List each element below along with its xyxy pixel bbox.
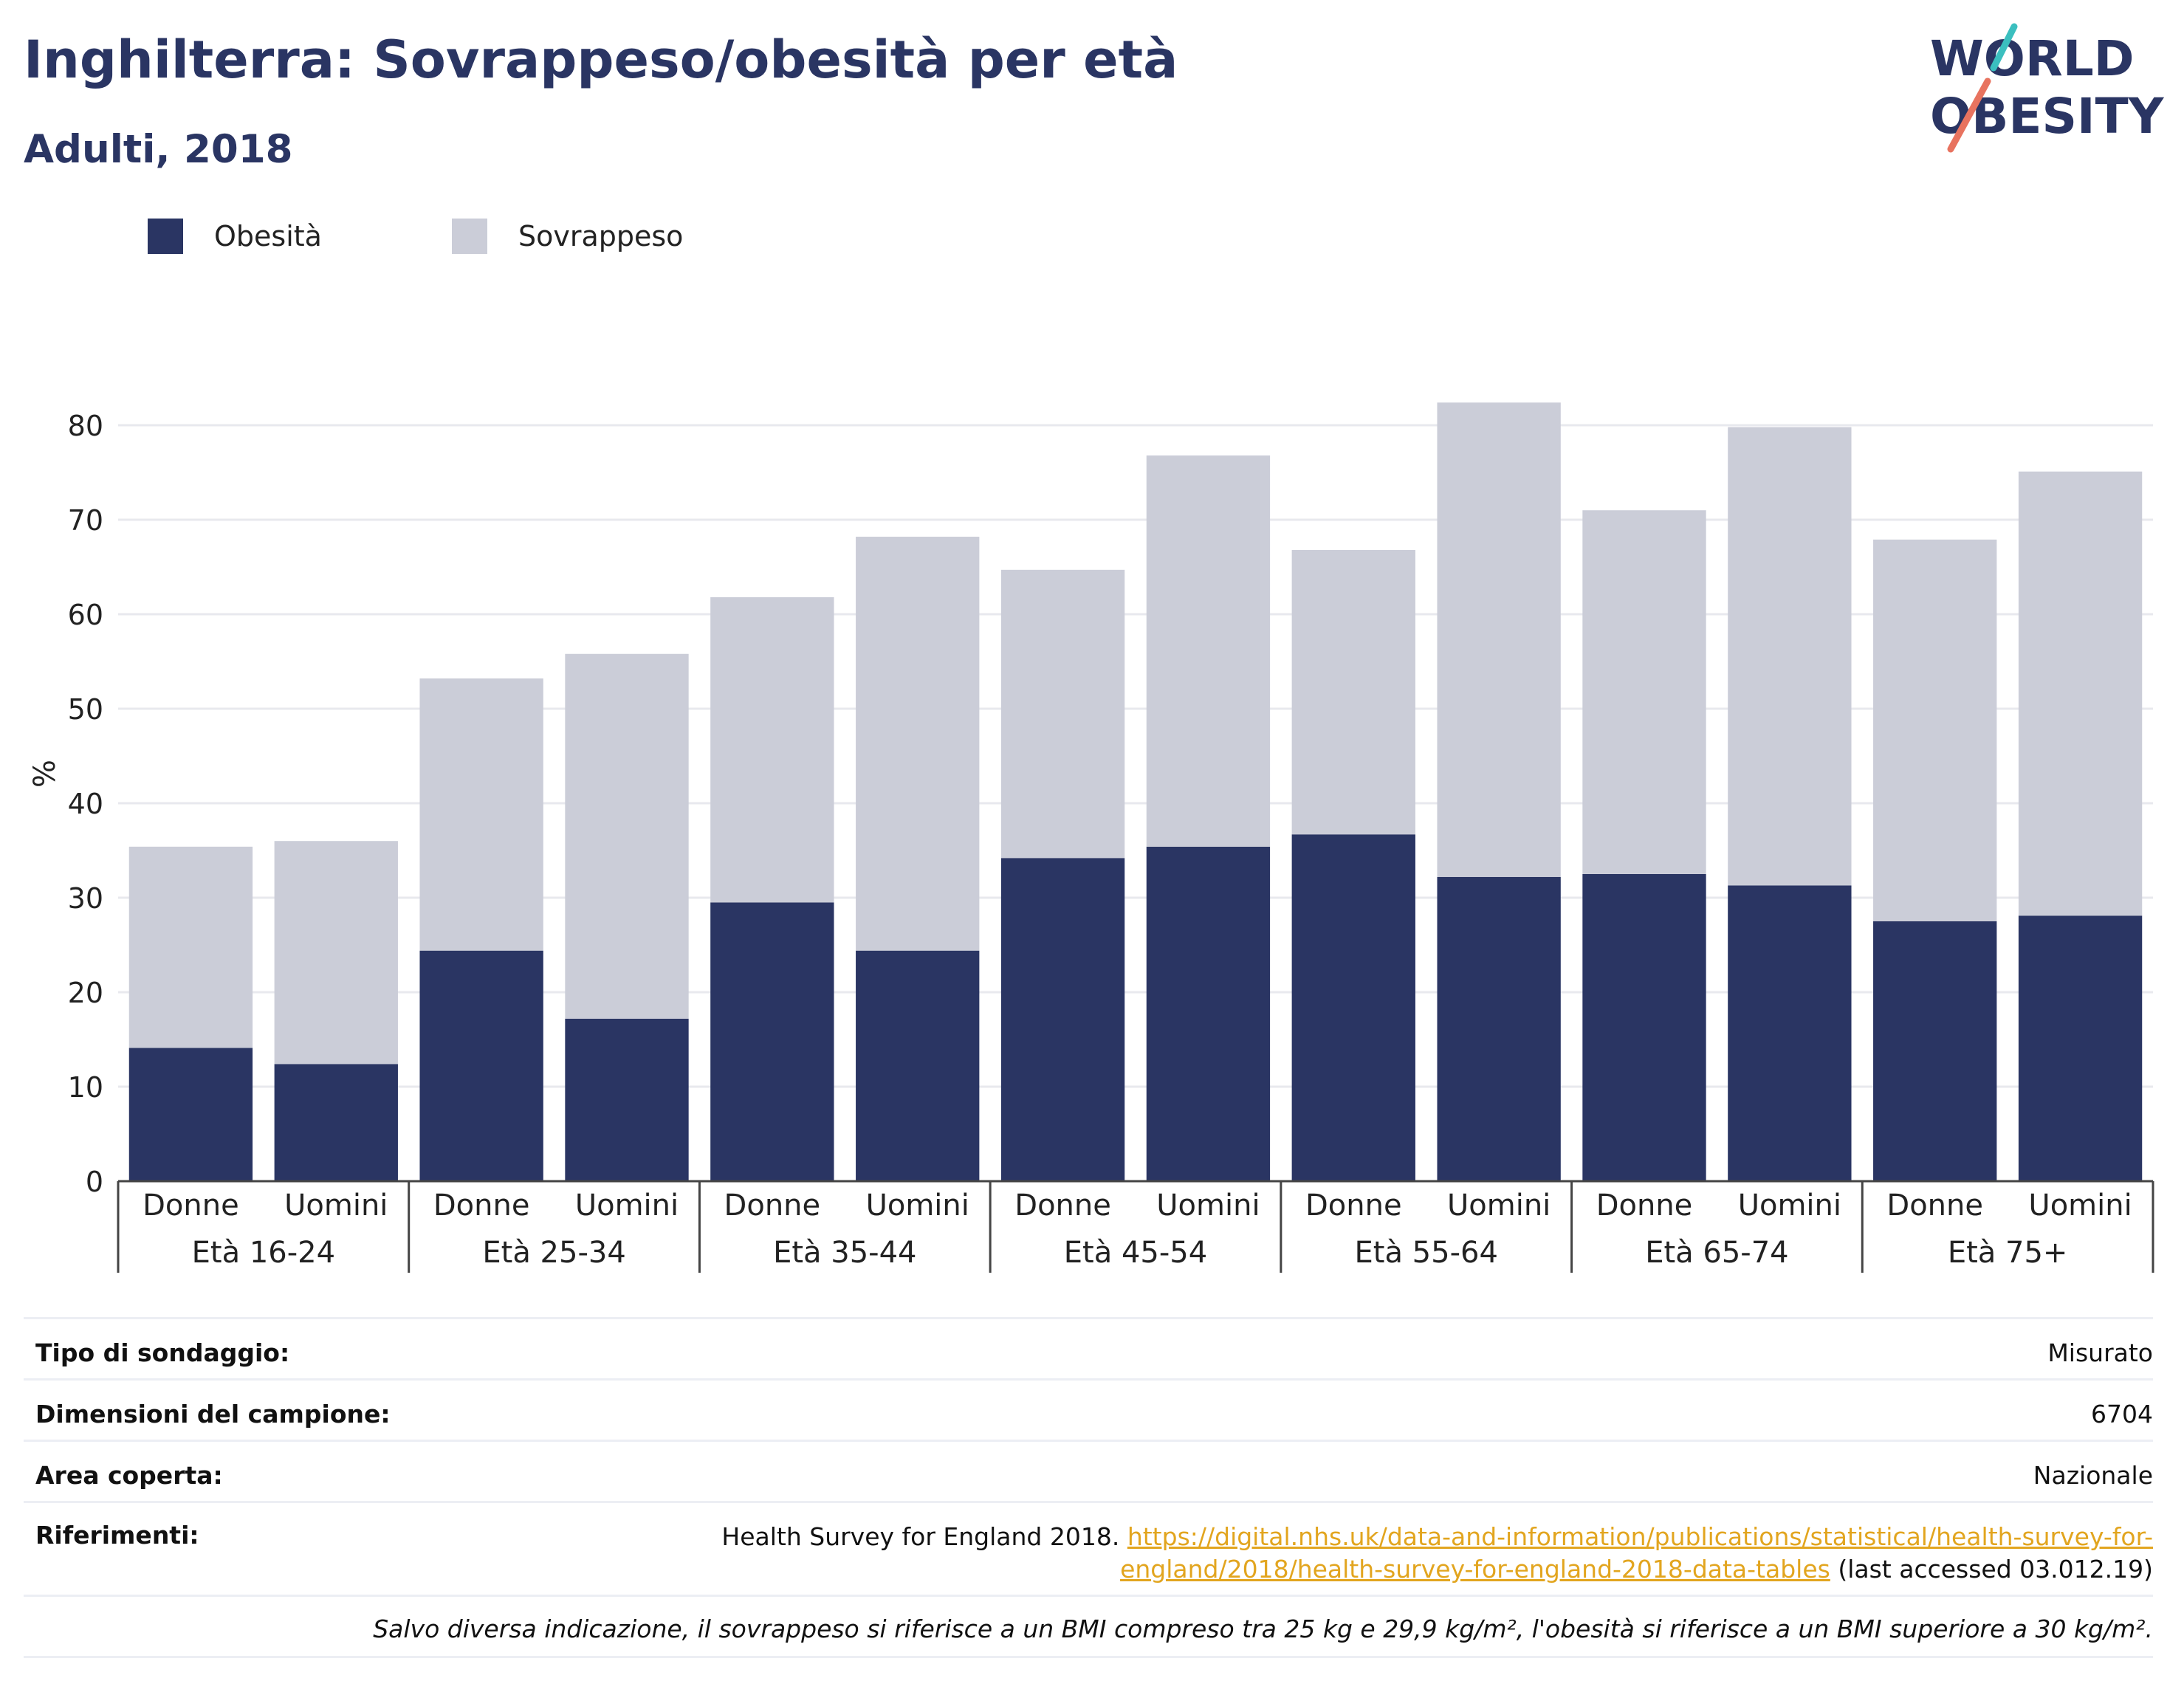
stacked-bar-chart: 0 10 20 30 40 50 60 70 80% Donne Uomini Donne Uomini… (28, 402, 2154, 1273)
bar-overweight (710, 596, 834, 903)
legend-item-obesity: Obesità (148, 219, 322, 254)
legend-swatch-overweight (452, 219, 487, 254)
bar-overweight (565, 653, 689, 1019)
sample-size-value: 6704 (2091, 1400, 2153, 1428)
info-row-references: Riferimenti: Health Survey for England 2… (24, 1501, 2153, 1595)
bar-obesity (1000, 858, 1125, 1181)
group-label: Età 45-54 (1064, 1236, 1207, 1270)
info-table: Tipo di sondaggio: Misurato Dimensioni d… (24, 1317, 2153, 1658)
references-accessed: (last accessed 03.012.19) (1838, 1555, 2153, 1584)
chart-title: Inghilterra: Sovrappeso/obesità per età (24, 30, 1178, 90)
y-tick-label: 80 (68, 410, 103, 442)
info-row-area: Area coperta: Nazionale (24, 1440, 2153, 1501)
bar-obesity (1873, 921, 1997, 1181)
x-tick-label: Donne (142, 1189, 239, 1223)
x-tick-label: Uomini (1738, 1189, 1841, 1223)
x-tick-label: Donne (1886, 1189, 1983, 1223)
y-tick-label: 50 (68, 693, 103, 726)
survey-type-label: Tipo di sondaggio: (35, 1338, 290, 1367)
y-tick-label: 10 (68, 1071, 103, 1104)
info-row-note: Salvo diversa indicazione, il sovrappeso… (24, 1595, 2153, 1658)
world-obesity-logo: WORLD OBESITY (1930, 23, 2165, 153)
bar-obesity (1146, 846, 1271, 1181)
chart-subtitle: Adulti, 2018 (24, 127, 293, 172)
sample-size-label: Dimensioni del campione: (35, 1400, 391, 1428)
y-tick-label: 60 (68, 599, 103, 631)
bar-overweight (419, 678, 543, 951)
y-tick-label: 20 (68, 977, 103, 1009)
area-label: Area coperta: (35, 1461, 223, 1490)
bar-overweight (128, 846, 253, 1048)
x-tick-label: Uomini (284, 1189, 388, 1223)
bar-overweight (1000, 569, 1125, 859)
bar-overweight (1437, 402, 1561, 877)
bar-obesity (1582, 874, 1706, 1181)
bar-overweight (856, 537, 980, 951)
definition-note: Salvo diversa indicazione, il sovrappeso… (373, 1615, 2153, 1643)
group-label: Età 25-34 (482, 1236, 625, 1270)
legend-item-overweight: Sovrappeso (452, 219, 683, 254)
x-tick-label: Uomini (575, 1189, 679, 1223)
y-tick-label: 70 (68, 504, 103, 537)
bar-obesity (274, 1064, 398, 1181)
logo-slash-coral (1947, 78, 1991, 153)
x-tick-label: Donne (433, 1189, 530, 1223)
x-tick-label: Donne (724, 1189, 821, 1223)
x-tick-label: Uomini (866, 1189, 969, 1223)
x-tick-label: Uomini (1156, 1189, 1260, 1223)
group-label: Età 65-74 (1645, 1236, 1788, 1270)
bar-obesity (128, 1048, 253, 1181)
bar-overweight (1582, 510, 1706, 874)
y-tick-label: 40 (68, 788, 103, 820)
legend-label-obesity: Obesità (214, 220, 322, 252)
bar-overweight (1873, 539, 1997, 921)
references-value: Health Survey for England 2018. https://… (721, 1521, 2153, 1586)
bar-overweight (274, 841, 398, 1065)
info-row-survey-type: Tipo di sondaggio: Misurato (24, 1317, 2153, 1378)
x-tick-label: Uomini (2028, 1189, 2132, 1223)
references-label: Riferimenti: (35, 1521, 199, 1550)
y-tick-label: 30 (68, 882, 103, 915)
bar-overweight (1728, 427, 1852, 886)
reference-link-part-1[interactable]: https://digital.nhs.uk/data-and-informat… (1127, 1522, 2153, 1551)
x-tick-label: Uomini (1447, 1189, 1551, 1223)
bar-overweight (1291, 549, 1415, 835)
group-label: Età 75+ (1948, 1236, 2068, 1270)
bar-obesity (1291, 834, 1415, 1181)
bar-obesity (710, 902, 834, 1181)
legend-label-overweight: Sovrappeso (518, 220, 684, 252)
legend-swatch-obesity (148, 219, 183, 254)
area-value: Nazionale (2033, 1461, 2153, 1490)
y-tick-label: 0 (86, 1166, 103, 1198)
group-label: Età 55-64 (1355, 1236, 1498, 1270)
references-text: Health Survey for England 2018. (721, 1522, 1120, 1551)
x-tick-label: Donne (1305, 1189, 1402, 1223)
bar-obesity (2018, 915, 2143, 1181)
survey-type-value: Misurato (2047, 1338, 2153, 1367)
bar-obesity (1728, 885, 1852, 1181)
x-tick-label: Donne (1014, 1189, 1111, 1223)
bar-obesity (856, 950, 980, 1181)
group-label: Età 35-44 (773, 1236, 916, 1270)
x-tick-label: Donne (1596, 1189, 1693, 1223)
bar-overweight (2018, 471, 2143, 916)
bar-overweight (1146, 455, 1271, 847)
bar-obesity (565, 1018, 689, 1181)
reference-link-part-2[interactable]: england/2018/health-survey-for-england-2… (1120, 1555, 1830, 1584)
bar-obesity (419, 950, 543, 1181)
group-label: Età 16-24 (192, 1236, 335, 1270)
bar-obesity (1437, 876, 1561, 1181)
logo-slash-teal (1990, 23, 2018, 72)
logo-line-1: WORLD (1930, 30, 2135, 87)
y-axis-title: % (28, 760, 62, 788)
info-row-sample-size: Dimensioni del campione: 6704 (24, 1378, 2153, 1440)
